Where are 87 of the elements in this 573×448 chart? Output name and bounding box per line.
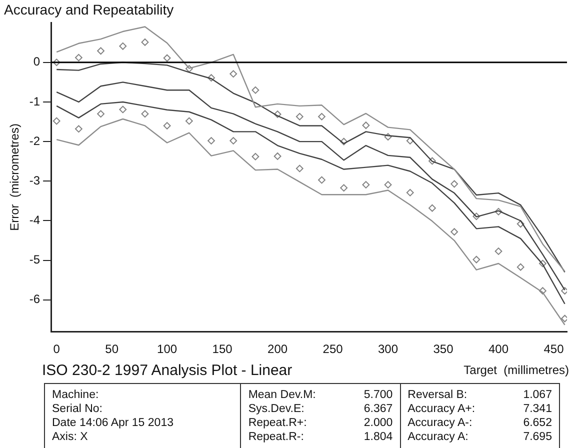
x-tick-label: 150 [212,342,233,356]
point [384,133,392,141]
text: Accuracy A-: [408,416,472,430]
point [97,110,104,118]
text: 1.804 [364,430,393,444]
point [119,42,127,50]
point [185,117,193,125]
point [97,47,104,55]
point [450,180,458,188]
point [119,106,127,114]
text: ISO 230-2 1997 Analysis Plot - Linear [42,362,292,379]
text: 7.695 [523,430,552,444]
y-tick-label: -5 [29,252,40,267]
point [538,287,546,295]
point [406,137,414,144]
text: Reversal B: [408,388,468,402]
text: Sys.Dev.E: [248,402,304,416]
point [362,181,370,188]
point [141,38,149,46]
point [516,220,524,228]
text: 2.000 [364,416,393,430]
point [428,157,436,165]
point [472,256,480,264]
point [274,152,282,160]
point [384,181,392,188]
x-tick-label: 450 [544,342,564,356]
point [252,86,260,94]
text: Repeat.R-: [248,430,304,444]
point [472,212,480,220]
y-tick-label: -4 [29,213,40,228]
point [538,260,546,268]
point [185,65,193,72]
point [74,125,82,133]
x-tick-label: 250 [322,342,344,356]
point [230,137,238,144]
text: Serial No: [52,402,104,416]
point [274,110,282,118]
point [296,164,304,172]
x-axis-title: Target (millimetres) [464,363,569,377]
point [318,176,326,184]
point [141,110,149,118]
text: 7.341 [523,402,552,416]
y-tick-label: 0 [33,54,40,69]
y-tick-label: -1 [29,94,40,108]
point [318,112,326,120]
text: Machine: [52,388,100,402]
point [296,112,304,120]
point [450,228,458,236]
text: 5.700 [364,388,393,402]
point [406,188,414,196]
x-tick-label: 350 [433,342,454,356]
point [494,208,502,216]
point [494,248,502,255]
text: Repeat.R+: [248,416,307,430]
point [516,263,524,271]
chart-title: Accuracy and Repeatability [4,1,174,18]
point [74,54,82,62]
text: Mean Dev.M: [248,388,316,402]
point [340,184,348,192]
point [52,117,60,125]
text: Date 14:06 Apr 15 2013 [52,416,174,430]
text: 1.067 [523,388,552,402]
x-tick-label: 0 [53,342,60,356]
point [230,70,238,78]
point [362,122,370,130]
x-tick-label: 200 [268,342,288,356]
point [163,54,171,62]
y-tick-label: -6 [29,292,40,306]
point [163,122,171,130]
point [208,137,215,144]
text: 6.367 [364,402,393,416]
text: Accuracy A: [408,430,468,444]
text: Axis: X [52,430,89,444]
y-tick-label: -3 [29,173,40,188]
point [428,204,436,212]
point [340,138,348,146]
point [52,58,60,66]
x-tick-label: 300 [378,342,398,356]
text: Accuracy A+: [408,402,476,416]
x-tick-label: 400 [488,342,509,356]
x-tick-label: 100 [157,342,178,356]
text: 6.652 [523,416,552,430]
x-tick-label: 50 [105,342,119,356]
point [252,152,260,160]
y-axis-title: Error (micrometres) [8,124,22,231]
y-tick-label: -2 [29,134,40,148]
point [208,74,215,82]
